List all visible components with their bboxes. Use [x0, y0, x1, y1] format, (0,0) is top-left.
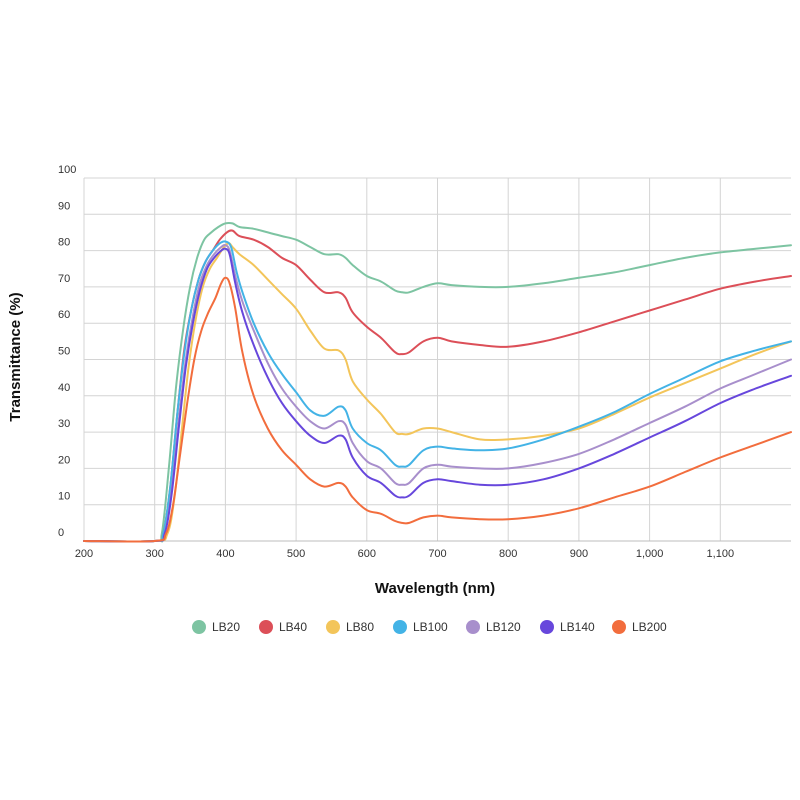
y-tick-label: 70	[58, 273, 70, 285]
legend-marker	[259, 620, 273, 634]
legend-item-lb200: LB200	[612, 620, 667, 634]
legend-marker	[326, 620, 340, 634]
y-tick-label: 80	[58, 237, 70, 249]
legend-item-lb140: LB140	[540, 620, 595, 634]
y-tick-label: 30	[58, 418, 70, 430]
legend-label: LB80	[346, 620, 374, 634]
series-lines	[83, 221, 792, 543]
x-tick-label: 900	[570, 548, 588, 560]
x-axis-tick-labels: 200 300 400 500 600 700 800 900 1,000 1,100	[75, 548, 734, 560]
legend-marker	[393, 620, 407, 634]
y-axis-title: Transmittance (%)	[7, 292, 24, 421]
x-tick-label: 400	[216, 548, 234, 560]
legend-item-lb120: LB120	[466, 620, 521, 634]
legend: LB20 LB40 LB80 LB100 LB120 LB140 LB200	[192, 620, 667, 634]
chart-grid	[83, 177, 791, 542]
legend-label: LB200	[632, 620, 667, 634]
series-line-lb100	[83, 240, 792, 543]
x-tick-label: 700	[428, 548, 446, 560]
legend-label: LB40	[279, 620, 307, 634]
legend-marker	[612, 620, 626, 634]
y-tick-label: 100	[58, 164, 76, 176]
legend-item-lb80: LB80	[326, 620, 374, 634]
series-line-lb200	[83, 276, 792, 543]
y-tick-label: 40	[58, 382, 70, 394]
y-tick-label: 90	[58, 200, 70, 212]
legend-marker	[192, 620, 206, 634]
legend-item-lb40: LB40	[259, 620, 307, 634]
legend-label: LB140	[560, 620, 595, 634]
legend-item-lb100: LB100	[393, 620, 448, 634]
y-tick-label: 0	[58, 527, 64, 539]
x-tick-label: 300	[146, 548, 164, 560]
legend-label: LB20	[212, 620, 240, 634]
x-axis-title: Wavelength (nm)	[375, 580, 495, 597]
legend-marker	[466, 620, 480, 634]
y-tick-label: 50	[58, 346, 70, 358]
x-tick-label: 500	[287, 548, 305, 560]
x-tick-label: 600	[358, 548, 376, 560]
y-axis-tick-labels: 0 10 20 30 40 50 60 70 80 90 100	[58, 164, 76, 539]
y-tick-label: 20	[58, 454, 70, 466]
series-line-lb140	[83, 247, 792, 543]
legend-marker	[540, 620, 554, 634]
x-tick-label: 1,000	[636, 548, 664, 560]
x-tick-label: 1,100	[707, 548, 735, 560]
series-line-lb120	[83, 244, 792, 543]
y-tick-label: 60	[58, 309, 70, 321]
y-tick-label: 10	[58, 491, 70, 503]
series-line-lb80	[83, 242, 792, 543]
series-line-lb20	[83, 221, 792, 543]
x-tick-label: 200	[75, 548, 93, 560]
legend-label: LB120	[486, 620, 521, 634]
x-tick-label: 800	[499, 548, 517, 560]
legend-item-lb20: LB20	[192, 620, 240, 634]
legend-label: LB100	[413, 620, 448, 634]
